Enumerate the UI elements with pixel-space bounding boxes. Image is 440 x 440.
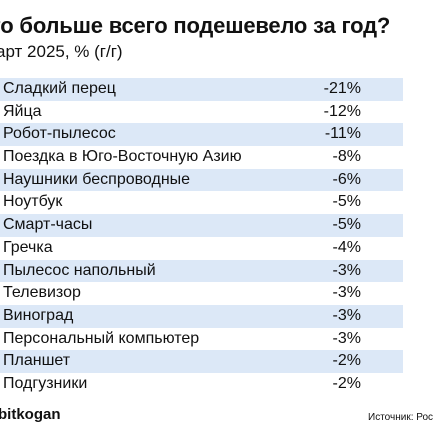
table-row: Персональный компьютер -3% (0, 328, 403, 351)
table-row: Гречка -4% (0, 237, 403, 260)
row-label: Поездка в Юго-Восточную Азию (3, 148, 242, 166)
row-label: Телевизор (3, 284, 81, 302)
row-label: Сладкий перец (3, 80, 116, 97)
price-change-table: Сладкий перец -21% Яйца -12% Робот-пылес… (0, 78, 403, 396)
row-value: -3% (332, 306, 361, 324)
row-value: -11% (324, 125, 361, 143)
row-label: Пылесос напольный (3, 261, 156, 279)
row-value: -21% (323, 80, 361, 97)
row-label: Персональный компьютер (3, 329, 200, 347)
row-value: -3% (332, 261, 361, 279)
table-row: Сладкий перец -21% (0, 78, 403, 101)
row-value: -5% (332, 216, 361, 234)
table-row: Смарт-часы -5% (0, 214, 403, 237)
row-value: -4% (332, 238, 361, 256)
row-label: Смарт-часы (3, 216, 93, 234)
row-value: -6% (332, 170, 361, 188)
table-row: Планшет -2% (0, 350, 403, 373)
table-row: Виноград -3% (0, 304, 403, 328)
row-value: -8% (332, 148, 361, 166)
row-value: -5% (332, 193, 361, 211)
row-value: -2% (332, 352, 361, 370)
table-row: Наушники беспроводные -6% (0, 168, 403, 192)
table-row: Яйца -12% (0, 101, 403, 124)
row-label: Робот-пылесос (3, 125, 116, 143)
table-row: Пылесос напольный -3% (0, 259, 403, 283)
brand-logo-text: bitkogan (0, 406, 61, 423)
row-value: -3% (332, 284, 361, 302)
row-label: Наушники беспроводные (3, 170, 191, 188)
row-value: -12% (323, 102, 361, 120)
row-label: Ноутбук (3, 193, 63, 211)
row-label: Яйца (3, 102, 42, 120)
row-value: -3% (332, 329, 361, 347)
table-row: Телевизор -3% (0, 282, 403, 305)
row-label: Гречка (3, 238, 53, 256)
table-row: Подгузники -2% (0, 373, 403, 396)
page-subtitle: арт 2025, % (г/г) (0, 42, 123, 61)
page-title: то больше всего подешевело за год? (0, 13, 391, 38)
table-row: Робот-пылесос -11% (0, 123, 403, 147)
row-label: Планшет (3, 352, 71, 370)
row-label: Виноград (3, 306, 74, 324)
source-note: Источник: Рос (368, 412, 434, 423)
row-label: Подгузники (3, 374, 88, 392)
table-row: Поездка в Юго-Восточную Азию -8% (0, 146, 403, 169)
row-value: -2% (332, 374, 361, 392)
table-row: Ноутбук -5% (0, 191, 403, 214)
